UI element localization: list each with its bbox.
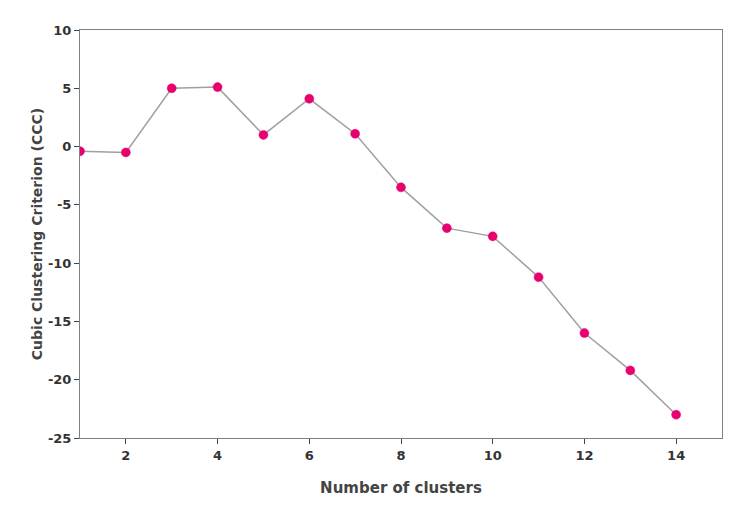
svg-text:10: 10 bbox=[53, 23, 71, 38]
svg-text:5: 5 bbox=[62, 81, 71, 96]
svg-text:-5: -5 bbox=[57, 197, 71, 212]
svg-text:Number of clusters: Number of clusters bbox=[320, 479, 482, 497]
svg-text:14: 14 bbox=[667, 448, 685, 463]
svg-text:4: 4 bbox=[213, 448, 222, 463]
svg-text:-25: -25 bbox=[48, 431, 72, 446]
svg-text:6: 6 bbox=[305, 448, 314, 463]
svg-text:Cubic Clustering Criterion (CC: Cubic Clustering Criterion (CCC) bbox=[29, 108, 45, 360]
svg-text:12: 12 bbox=[575, 448, 593, 463]
svg-text:0: 0 bbox=[62, 139, 71, 154]
svg-text:2: 2 bbox=[121, 448, 130, 463]
svg-text:-10: -10 bbox=[48, 256, 72, 271]
svg-text:-15: -15 bbox=[48, 314, 72, 329]
svg-text:8: 8 bbox=[396, 448, 405, 463]
svg-text:-20: -20 bbox=[48, 372, 72, 387]
svg-text:10: 10 bbox=[484, 448, 502, 463]
